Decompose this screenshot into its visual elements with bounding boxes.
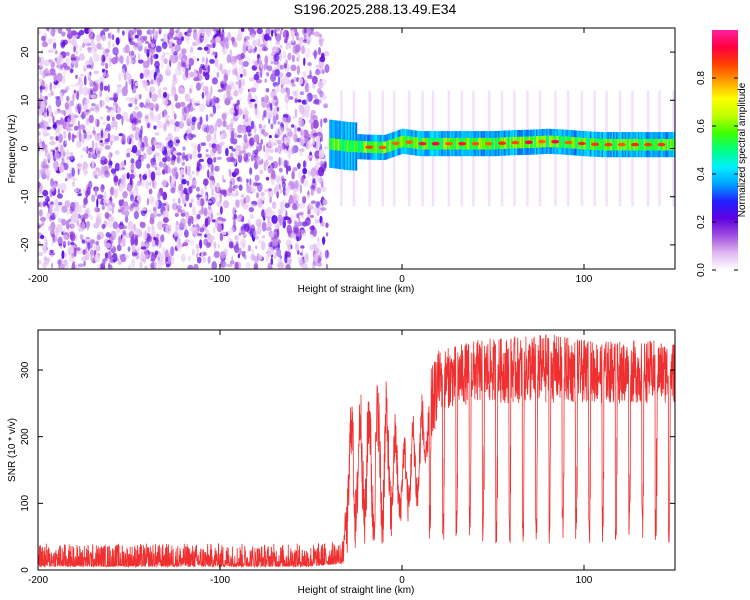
colorbar: 0.0 0.2 0.4 0.6 0.8 Normalized spectral ampl… — [696, 30, 748, 277]
x-tick-label: -200 — [28, 575, 48, 586]
carrier-peaks — [365, 139, 666, 150]
y-tick-label: -20 — [20, 237, 31, 252]
y-tick-label: 0 — [20, 145, 31, 151]
snr-data — [38, 334, 675, 569]
x-tick-label: -100 — [210, 274, 230, 285]
colorbar-tick-label: 0.0 — [696, 263, 707, 277]
spectrogram-y-label: Frequency (Hz) — [7, 115, 18, 184]
noise-speckle — [38, 28, 330, 269]
snr-x-label: Height of straight line (km) — [298, 585, 415, 596]
y-tick-label: -10 — [20, 189, 31, 204]
spectrogram-x-ticks: -200 -100 0 100 — [28, 28, 593, 285]
x-tick-label: -100 — [210, 575, 230, 586]
colorbar-ticks: 0.0 0.2 0.4 0.6 0.8 — [696, 71, 738, 277]
y-tick-label: 300 — [20, 361, 31, 378]
y-tick-label: 200 — [20, 428, 31, 445]
y-tick-label: 10 — [20, 94, 31, 106]
x-tick-label: 100 — [576, 274, 593, 285]
spectrogram-x-label: Height of straight line (km) — [298, 284, 415, 295]
colorbar-label: Normalized spectral amplitude — [737, 82, 748, 217]
colorbar-tick-label: 0.6 — [696, 119, 707, 133]
x-tick-label: 0 — [399, 274, 405, 285]
snr-frame — [37, 329, 676, 571]
chart-title: S196.2025.288.13.49.E34 — [293, 1, 457, 17]
colorbar-tick-label: 0.8 — [696, 71, 707, 85]
snr-x-ticks: -200 -100 0 100 — [28, 330, 593, 586]
snr-line — [38, 334, 675, 569]
y-tick-label: 20 — [20, 46, 31, 58]
x-tick-label: 100 — [576, 575, 593, 586]
spectrogram-y-ticks: -20 -10 0 10 20 — [20, 46, 675, 252]
colorbar-tick-label: 0.2 — [696, 215, 707, 229]
snr-y-ticks: 0 100 200 300 — [20, 361, 675, 573]
snr-y-label: SNR (10 * v/v) — [7, 418, 18, 482]
spectrogram-data — [38, 28, 675, 269]
colorbar-gradient — [712, 30, 738, 270]
y-tick-label: 100 — [20, 495, 31, 512]
snr-panel: -200 -100 0 100 0 100 200 300 Height of straig… — [7, 329, 676, 596]
colorbar-tick-label: 0.4 — [696, 167, 707, 181]
x-tick-label: 0 — [399, 575, 405, 586]
y-tick-label: 0 — [20, 567, 31, 573]
x-tick-label: -200 — [28, 274, 48, 285]
